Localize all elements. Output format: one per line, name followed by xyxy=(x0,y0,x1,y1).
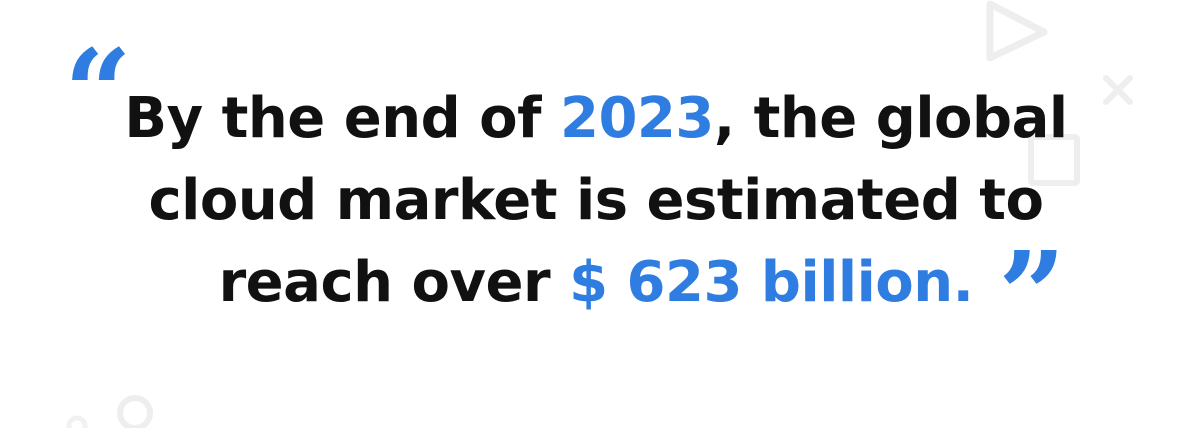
play-triangle-outline-icon xyxy=(986,0,1048,62)
close-quote-mark: ” xyxy=(998,225,1066,364)
circle-outline-icon xyxy=(66,415,88,428)
quote-line-1: By the end of 2023, the global xyxy=(96,78,1096,160)
quote-line-1-start: By the end of xyxy=(124,86,560,151)
quote-line-1-end: , the global xyxy=(713,86,1068,151)
quote-text: By the end of 2023, the global cloud mar… xyxy=(96,78,1096,324)
highlight-year: 2023 xyxy=(559,86,714,151)
circle-outline-icon xyxy=(117,395,153,428)
highlight-amount: $ 623 billion. xyxy=(569,250,974,315)
x-cross-icon xyxy=(1103,75,1133,105)
quote-line-3-start: reach over xyxy=(218,250,570,315)
quote-line-2: cloud market is estimated to xyxy=(148,168,1044,233)
quote-line-3: reach over $ 623 billion. xyxy=(96,242,1096,324)
square-outline-icon xyxy=(1028,134,1080,186)
open-quote-mark: “ xyxy=(64,23,132,162)
